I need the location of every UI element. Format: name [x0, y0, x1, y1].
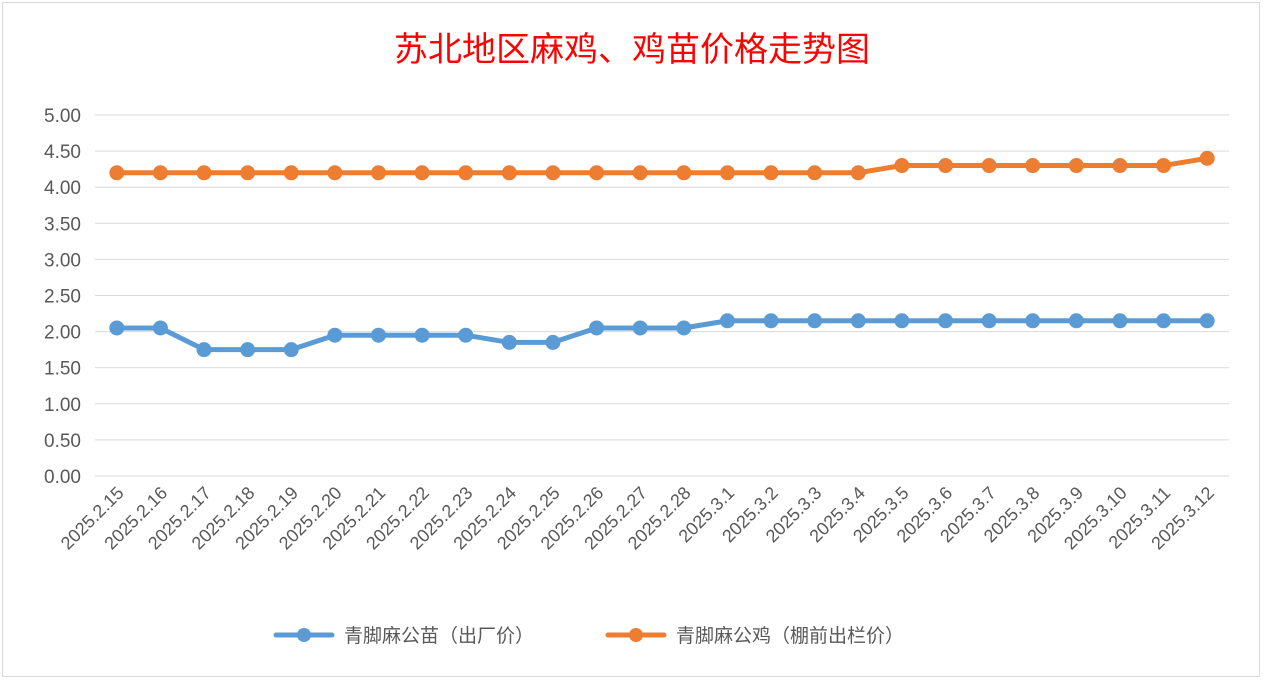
data-point — [763, 165, 779, 181]
series-1 — [109, 313, 1215, 358]
legend-marker — [297, 628, 311, 642]
data-point — [152, 320, 168, 336]
data-point — [938, 158, 953, 174]
y-tick-label: 0.50 — [44, 431, 81, 452]
data-point — [283, 342, 299, 358]
data-point — [1068, 158, 1084, 174]
data-point — [283, 165, 299, 181]
data-point — [240, 342, 256, 358]
y-tick-label: 1.00 — [44, 395, 81, 416]
data-point — [109, 165, 125, 181]
data-point — [152, 165, 168, 181]
data-point — [632, 320, 648, 336]
data-point — [1112, 158, 1128, 174]
data-point — [414, 327, 430, 343]
y-tick-label: 3.00 — [44, 250, 81, 271]
data-point — [719, 165, 735, 181]
data-point — [981, 313, 997, 329]
series-2 — [109, 150, 1215, 181]
y-tick-label: 1.50 — [44, 359, 81, 380]
data-point — [850, 313, 866, 329]
data-point — [501, 165, 517, 181]
data-point — [1156, 158, 1172, 174]
legend-item: 青脚麻公苗（出厂价） — [273, 625, 534, 647]
line-chart: 苏北地区麻鸡、鸡苗价格走势图 0.00 0.50 1.00 1.50 2.00 2.50 3… — [44, 30, 1229, 647]
data-point — [850, 165, 866, 181]
gridlines — [95, 114, 1229, 477]
data-point — [981, 158, 997, 174]
data-point — [894, 158, 910, 174]
data-point — [676, 165, 692, 181]
data-point — [1199, 313, 1215, 329]
chart-title: 苏北地区麻鸡、鸡苗价格走势图 — [394, 30, 870, 70]
y-axis-ticks: 0.00 0.50 1.00 1.50 2.00 2.50 3.00 3.50 4.00 4.50… — [44, 106, 81, 488]
data-point — [414, 165, 430, 181]
data-point — [109, 320, 125, 336]
legend-label: 青脚麻公苗（出厂价） — [344, 625, 534, 647]
data-point — [1025, 158, 1041, 174]
y-tick-label: 4.00 — [44, 178, 81, 199]
data-point — [501, 334, 517, 350]
data-point — [719, 313, 735, 329]
data-point — [196, 165, 212, 181]
data-point — [371, 327, 386, 343]
series-layer — [109, 150, 1215, 358]
data-point — [676, 320, 692, 336]
data-point — [1199, 150, 1215, 166]
series-line — [114, 155, 1210, 176]
data-point — [458, 327, 474, 343]
series-line — [114, 318, 1210, 353]
data-point — [807, 313, 823, 329]
data-point — [545, 334, 561, 350]
data-point — [632, 165, 648, 181]
data-point — [196, 342, 212, 358]
legend-item: 青脚麻公鸡（棚前出栏价） — [605, 625, 904, 647]
data-point — [807, 165, 823, 181]
data-point — [1068, 313, 1084, 329]
y-tick-label: 5.00 — [44, 106, 81, 127]
y-tick-label: 2.50 — [44, 287, 81, 308]
data-point — [327, 165, 343, 181]
data-point — [240, 165, 256, 181]
data-point — [1112, 313, 1128, 329]
data-point — [1025, 313, 1041, 329]
x-axis-ticks: 2025.2.152025.2.162025.2.172025.2.182025… — [57, 483, 1218, 554]
data-point — [894, 313, 910, 329]
y-tick-label: 4.50 — [44, 142, 81, 163]
y-tick-label: 3.50 — [44, 214, 81, 235]
data-point — [589, 165, 605, 181]
data-point — [763, 313, 779, 329]
data-point — [938, 313, 953, 329]
data-point — [327, 327, 343, 343]
data-point — [1156, 313, 1172, 329]
legend-label: 青脚麻公鸡（棚前出栏价） — [676, 625, 904, 647]
legend: 青脚麻公苗（出厂价） 青脚麻公鸡（棚前出栏价） — [273, 625, 904, 647]
data-point — [458, 165, 474, 181]
data-point — [371, 165, 386, 181]
data-point — [589, 320, 605, 336]
data-point — [545, 165, 561, 181]
y-tick-label: 2.00 — [44, 323, 81, 344]
legend-marker — [629, 628, 643, 642]
y-tick-label: 0.00 — [44, 467, 81, 488]
